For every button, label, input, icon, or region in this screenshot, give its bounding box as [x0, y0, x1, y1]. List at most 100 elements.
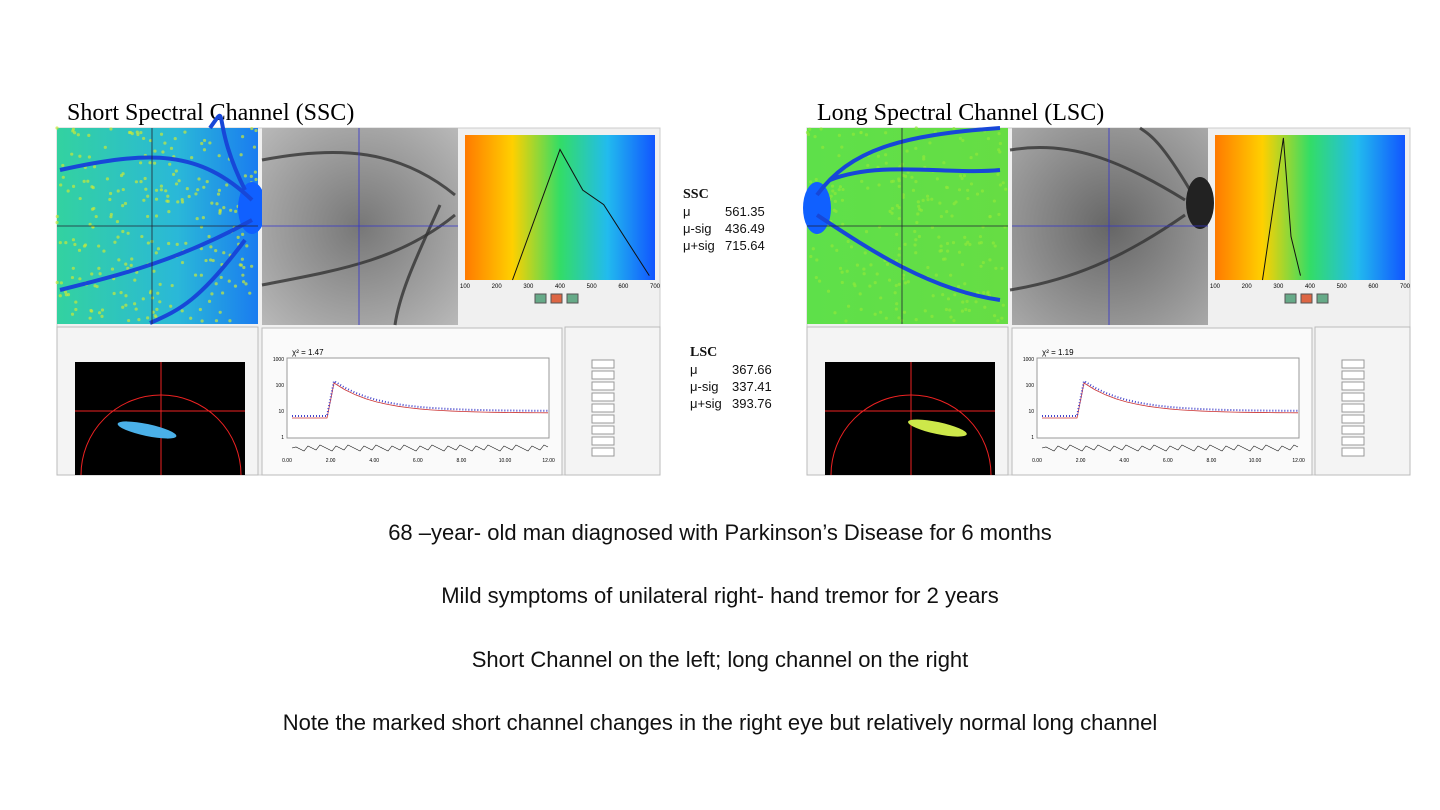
map-speckle [216, 192, 221, 196]
map-speckle [879, 310, 883, 314]
stat-value: 436.49 [725, 221, 765, 236]
map-speckle [884, 153, 888, 157]
hist-tick-label: 500 [587, 284, 598, 290]
map-speckle [70, 312, 75, 316]
hist-tick-label: 100 [1210, 284, 1221, 290]
settings-field [1341, 370, 1365, 380]
map-speckle [74, 300, 78, 304]
map-speckle [914, 180, 918, 184]
map-speckle [914, 146, 918, 150]
map-speckle [930, 314, 934, 318]
map-speckle [901, 195, 905, 199]
settings-field [1341, 392, 1365, 402]
map-speckle [92, 165, 97, 169]
log-tick-label: 100 [1026, 383, 1035, 389]
map-speckle [220, 291, 225, 295]
map-speckle [949, 273, 953, 277]
map-speckle [200, 319, 204, 323]
map-speckle [851, 132, 855, 136]
map-speckle [113, 240, 117, 244]
map-speckle [94, 214, 98, 219]
map-speckle [249, 174, 253, 179]
settings-field [1341, 436, 1365, 446]
map-speckle [121, 305, 125, 309]
map-speckle [165, 199, 169, 203]
map-speckle [835, 248, 839, 252]
map-speckle [185, 187, 189, 191]
hist-tick-label: 600 [618, 284, 629, 290]
log-tick-label: 1 [281, 435, 284, 441]
map-speckle [950, 214, 954, 218]
map-speckle [837, 154, 841, 158]
hist-tick-label: 600 [1368, 284, 1379, 290]
map-speckle [961, 138, 965, 143]
hist-button [1300, 293, 1313, 304]
map-speckle [222, 206, 226, 210]
map-speckle [954, 200, 958, 204]
map-speckle [991, 241, 995, 245]
map-speckle [942, 161, 946, 165]
map-speckle [210, 292, 214, 296]
map-speckle [910, 175, 914, 179]
map-speckle [988, 258, 992, 262]
settings-field [591, 403, 615, 413]
settings-field [1341, 447, 1365, 457]
map-speckle [87, 133, 91, 137]
hist-button [566, 293, 579, 304]
map-speckle [837, 133, 842, 137]
map-speckle [974, 300, 978, 304]
map-speckle [71, 238, 76, 242]
map-speckle [146, 194, 150, 198]
map-speckle [960, 176, 964, 181]
map-speckle [831, 189, 835, 193]
log-tick-label: 10 [1028, 409, 1034, 415]
map-speckle [926, 265, 930, 270]
residuals [1041, 444, 1299, 452]
map-speckle [154, 214, 159, 218]
map-speckle [1004, 187, 1008, 191]
decay-tick-label: 2.00 [1076, 458, 1086, 464]
map-speckle [961, 300, 965, 304]
map-speckle [61, 163, 65, 168]
map-speckle [864, 230, 869, 234]
map-speckle [840, 270, 844, 274]
map-speckle [996, 172, 1000, 176]
map-speckle [915, 220, 919, 225]
chi-label: χ² = 1.47 [292, 348, 324, 357]
map-speckle [975, 192, 980, 196]
map-speckle [949, 315, 953, 319]
vessel [208, 114, 247, 191]
map-speckle [1000, 316, 1004, 320]
map-speckle [140, 234, 144, 239]
map-speckle [234, 209, 238, 213]
map-speckle [919, 208, 923, 212]
map-speckle [922, 155, 926, 159]
stat-row: μ+sig 393.76 [690, 395, 772, 412]
hist-tick-label: 300 [1273, 284, 1284, 290]
settings-field [591, 447, 615, 457]
map-speckle [981, 260, 985, 265]
map-speckle [838, 266, 843, 270]
map-speckle [945, 210, 949, 214]
decay-tick-label: 12.00 [1292, 458, 1305, 464]
map-speckle [916, 212, 920, 216]
map-speckle [903, 174, 908, 179]
map-speckle [137, 318, 141, 322]
map-speckle [194, 192, 198, 196]
map-speckle [897, 184, 901, 189]
map-speckle [239, 153, 243, 157]
map-speckle [90, 309, 94, 313]
map-speckle [956, 284, 961, 289]
map-speckle [201, 216, 205, 220]
map-speckle [897, 179, 901, 183]
decay-plot [1036, 357, 1300, 439]
map-speckle [154, 188, 159, 192]
map-speckle [117, 258, 121, 262]
map-speckle [897, 206, 901, 210]
map-speckle [225, 183, 229, 187]
map-speckle [197, 177, 201, 181]
vessel [59, 218, 253, 292]
map-speckle [180, 200, 185, 204]
map-speckle [965, 299, 969, 303]
map-speckle [248, 291, 252, 295]
